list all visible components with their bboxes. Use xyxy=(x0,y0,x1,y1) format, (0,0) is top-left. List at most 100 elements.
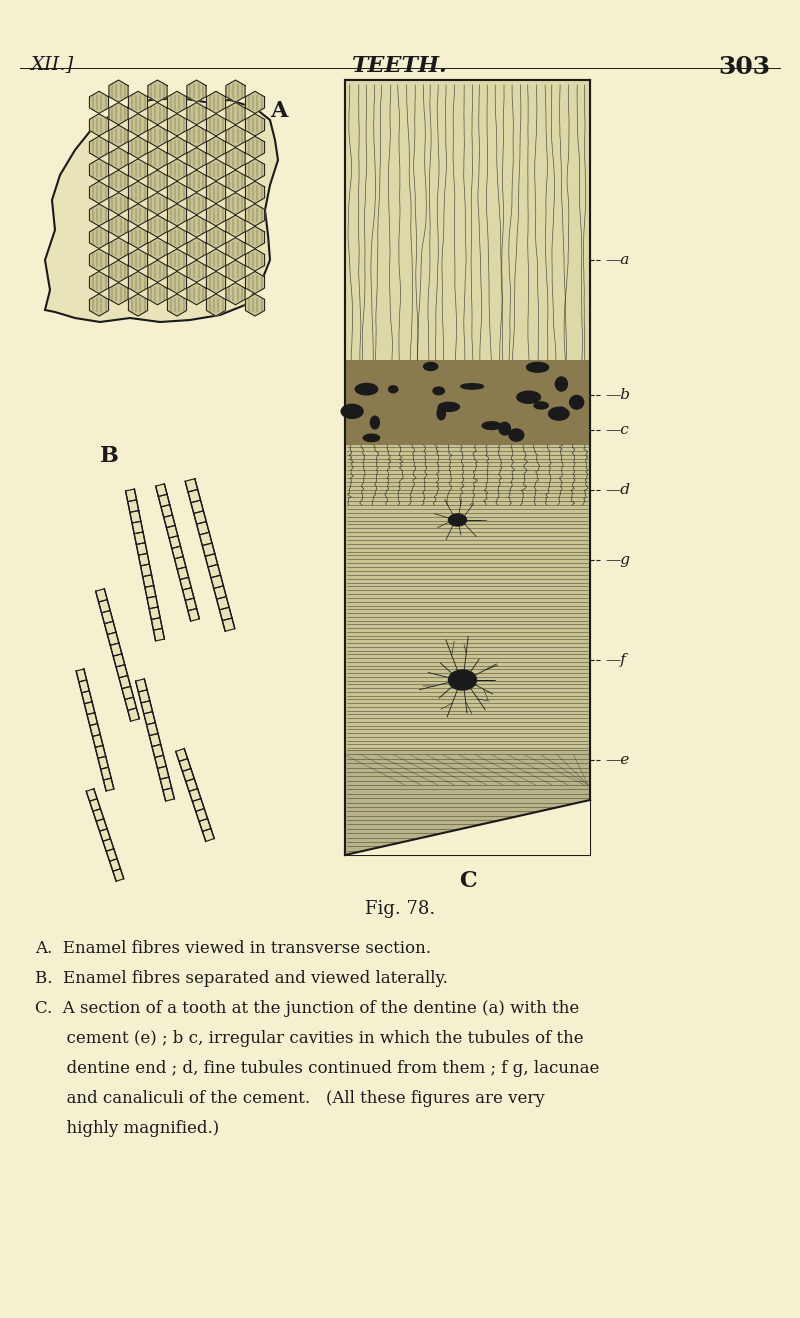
Polygon shape xyxy=(206,136,226,158)
Polygon shape xyxy=(134,532,145,544)
Ellipse shape xyxy=(570,395,584,409)
Text: —f: —f xyxy=(605,652,626,667)
Polygon shape xyxy=(119,676,130,689)
Polygon shape xyxy=(206,204,226,225)
Polygon shape xyxy=(188,609,199,621)
Ellipse shape xyxy=(534,402,548,409)
Polygon shape xyxy=(129,182,147,203)
Polygon shape xyxy=(109,237,128,260)
Polygon shape xyxy=(158,494,170,507)
Text: —b: —b xyxy=(605,387,630,402)
Polygon shape xyxy=(166,526,178,538)
Polygon shape xyxy=(187,237,206,260)
Polygon shape xyxy=(167,272,186,294)
Polygon shape xyxy=(246,136,265,158)
Polygon shape xyxy=(148,192,167,215)
Polygon shape xyxy=(152,745,163,758)
Bar xyxy=(345,80,590,855)
Polygon shape xyxy=(164,515,175,527)
Polygon shape xyxy=(163,788,174,801)
Polygon shape xyxy=(148,80,167,101)
Text: B: B xyxy=(100,445,119,467)
Polygon shape xyxy=(109,282,128,304)
Text: Fig. 78.: Fig. 78. xyxy=(365,900,435,919)
Polygon shape xyxy=(109,148,128,170)
Polygon shape xyxy=(206,91,226,113)
Text: C.  A section of a tooth at the junction of the dentine (a) with the: C. A section of a tooth at the junction … xyxy=(35,1000,579,1017)
Polygon shape xyxy=(138,689,150,702)
Polygon shape xyxy=(176,749,188,762)
Polygon shape xyxy=(167,227,186,249)
Polygon shape xyxy=(129,204,147,225)
Polygon shape xyxy=(226,170,245,192)
Polygon shape xyxy=(109,192,128,215)
Polygon shape xyxy=(147,596,158,609)
Polygon shape xyxy=(106,849,117,861)
Polygon shape xyxy=(205,554,218,567)
Polygon shape xyxy=(129,272,147,294)
Text: TEETH.: TEETH. xyxy=(352,55,448,76)
Polygon shape xyxy=(142,575,154,588)
Ellipse shape xyxy=(341,405,363,418)
Polygon shape xyxy=(187,103,206,125)
Polygon shape xyxy=(177,567,189,580)
Polygon shape xyxy=(93,734,103,747)
Polygon shape xyxy=(84,701,94,714)
Polygon shape xyxy=(132,521,143,534)
Polygon shape xyxy=(148,125,167,148)
Polygon shape xyxy=(226,215,245,237)
Polygon shape xyxy=(110,859,121,871)
Polygon shape xyxy=(90,136,109,158)
Polygon shape xyxy=(226,80,245,101)
Polygon shape xyxy=(187,148,206,170)
Polygon shape xyxy=(149,608,160,619)
Polygon shape xyxy=(103,778,114,791)
Polygon shape xyxy=(222,618,235,631)
Polygon shape xyxy=(182,768,194,782)
Polygon shape xyxy=(246,249,265,272)
Polygon shape xyxy=(129,91,147,113)
Polygon shape xyxy=(192,799,204,812)
Polygon shape xyxy=(113,869,124,882)
Polygon shape xyxy=(246,227,265,249)
Polygon shape xyxy=(90,113,109,136)
Polygon shape xyxy=(161,505,173,517)
Polygon shape xyxy=(145,585,156,598)
Polygon shape xyxy=(246,159,265,181)
Polygon shape xyxy=(206,294,226,316)
Polygon shape xyxy=(148,170,167,192)
Polygon shape xyxy=(226,148,245,170)
Polygon shape xyxy=(125,697,137,710)
Polygon shape xyxy=(160,778,172,791)
Polygon shape xyxy=(214,587,226,600)
Ellipse shape xyxy=(363,434,379,442)
Polygon shape xyxy=(136,679,147,692)
Ellipse shape xyxy=(389,386,398,393)
Ellipse shape xyxy=(355,384,378,395)
Polygon shape xyxy=(90,799,101,812)
Polygon shape xyxy=(246,113,265,136)
Polygon shape xyxy=(90,159,109,181)
Ellipse shape xyxy=(433,387,444,394)
Polygon shape xyxy=(156,484,167,497)
Polygon shape xyxy=(148,260,167,282)
Polygon shape xyxy=(246,182,265,203)
Polygon shape xyxy=(187,260,206,282)
Ellipse shape xyxy=(438,402,459,411)
Polygon shape xyxy=(150,733,161,746)
Polygon shape xyxy=(187,80,206,101)
Polygon shape xyxy=(187,282,206,304)
Polygon shape xyxy=(113,654,125,667)
Polygon shape xyxy=(128,708,139,721)
Polygon shape xyxy=(90,204,109,225)
Polygon shape xyxy=(129,159,147,181)
Polygon shape xyxy=(187,192,206,215)
Polygon shape xyxy=(154,755,166,768)
Polygon shape xyxy=(206,272,226,294)
Text: cement (e) ; b c, irregular cavities in which the tubules of the: cement (e) ; b c, irregular cavities in … xyxy=(35,1029,584,1046)
Polygon shape xyxy=(187,215,206,237)
Polygon shape xyxy=(129,227,147,249)
Text: dentine end ; d, fine tubules continued from them ; f g, lacunae: dentine end ; d, fine tubules continued … xyxy=(35,1060,599,1077)
Polygon shape xyxy=(158,766,169,779)
Polygon shape xyxy=(246,294,265,316)
